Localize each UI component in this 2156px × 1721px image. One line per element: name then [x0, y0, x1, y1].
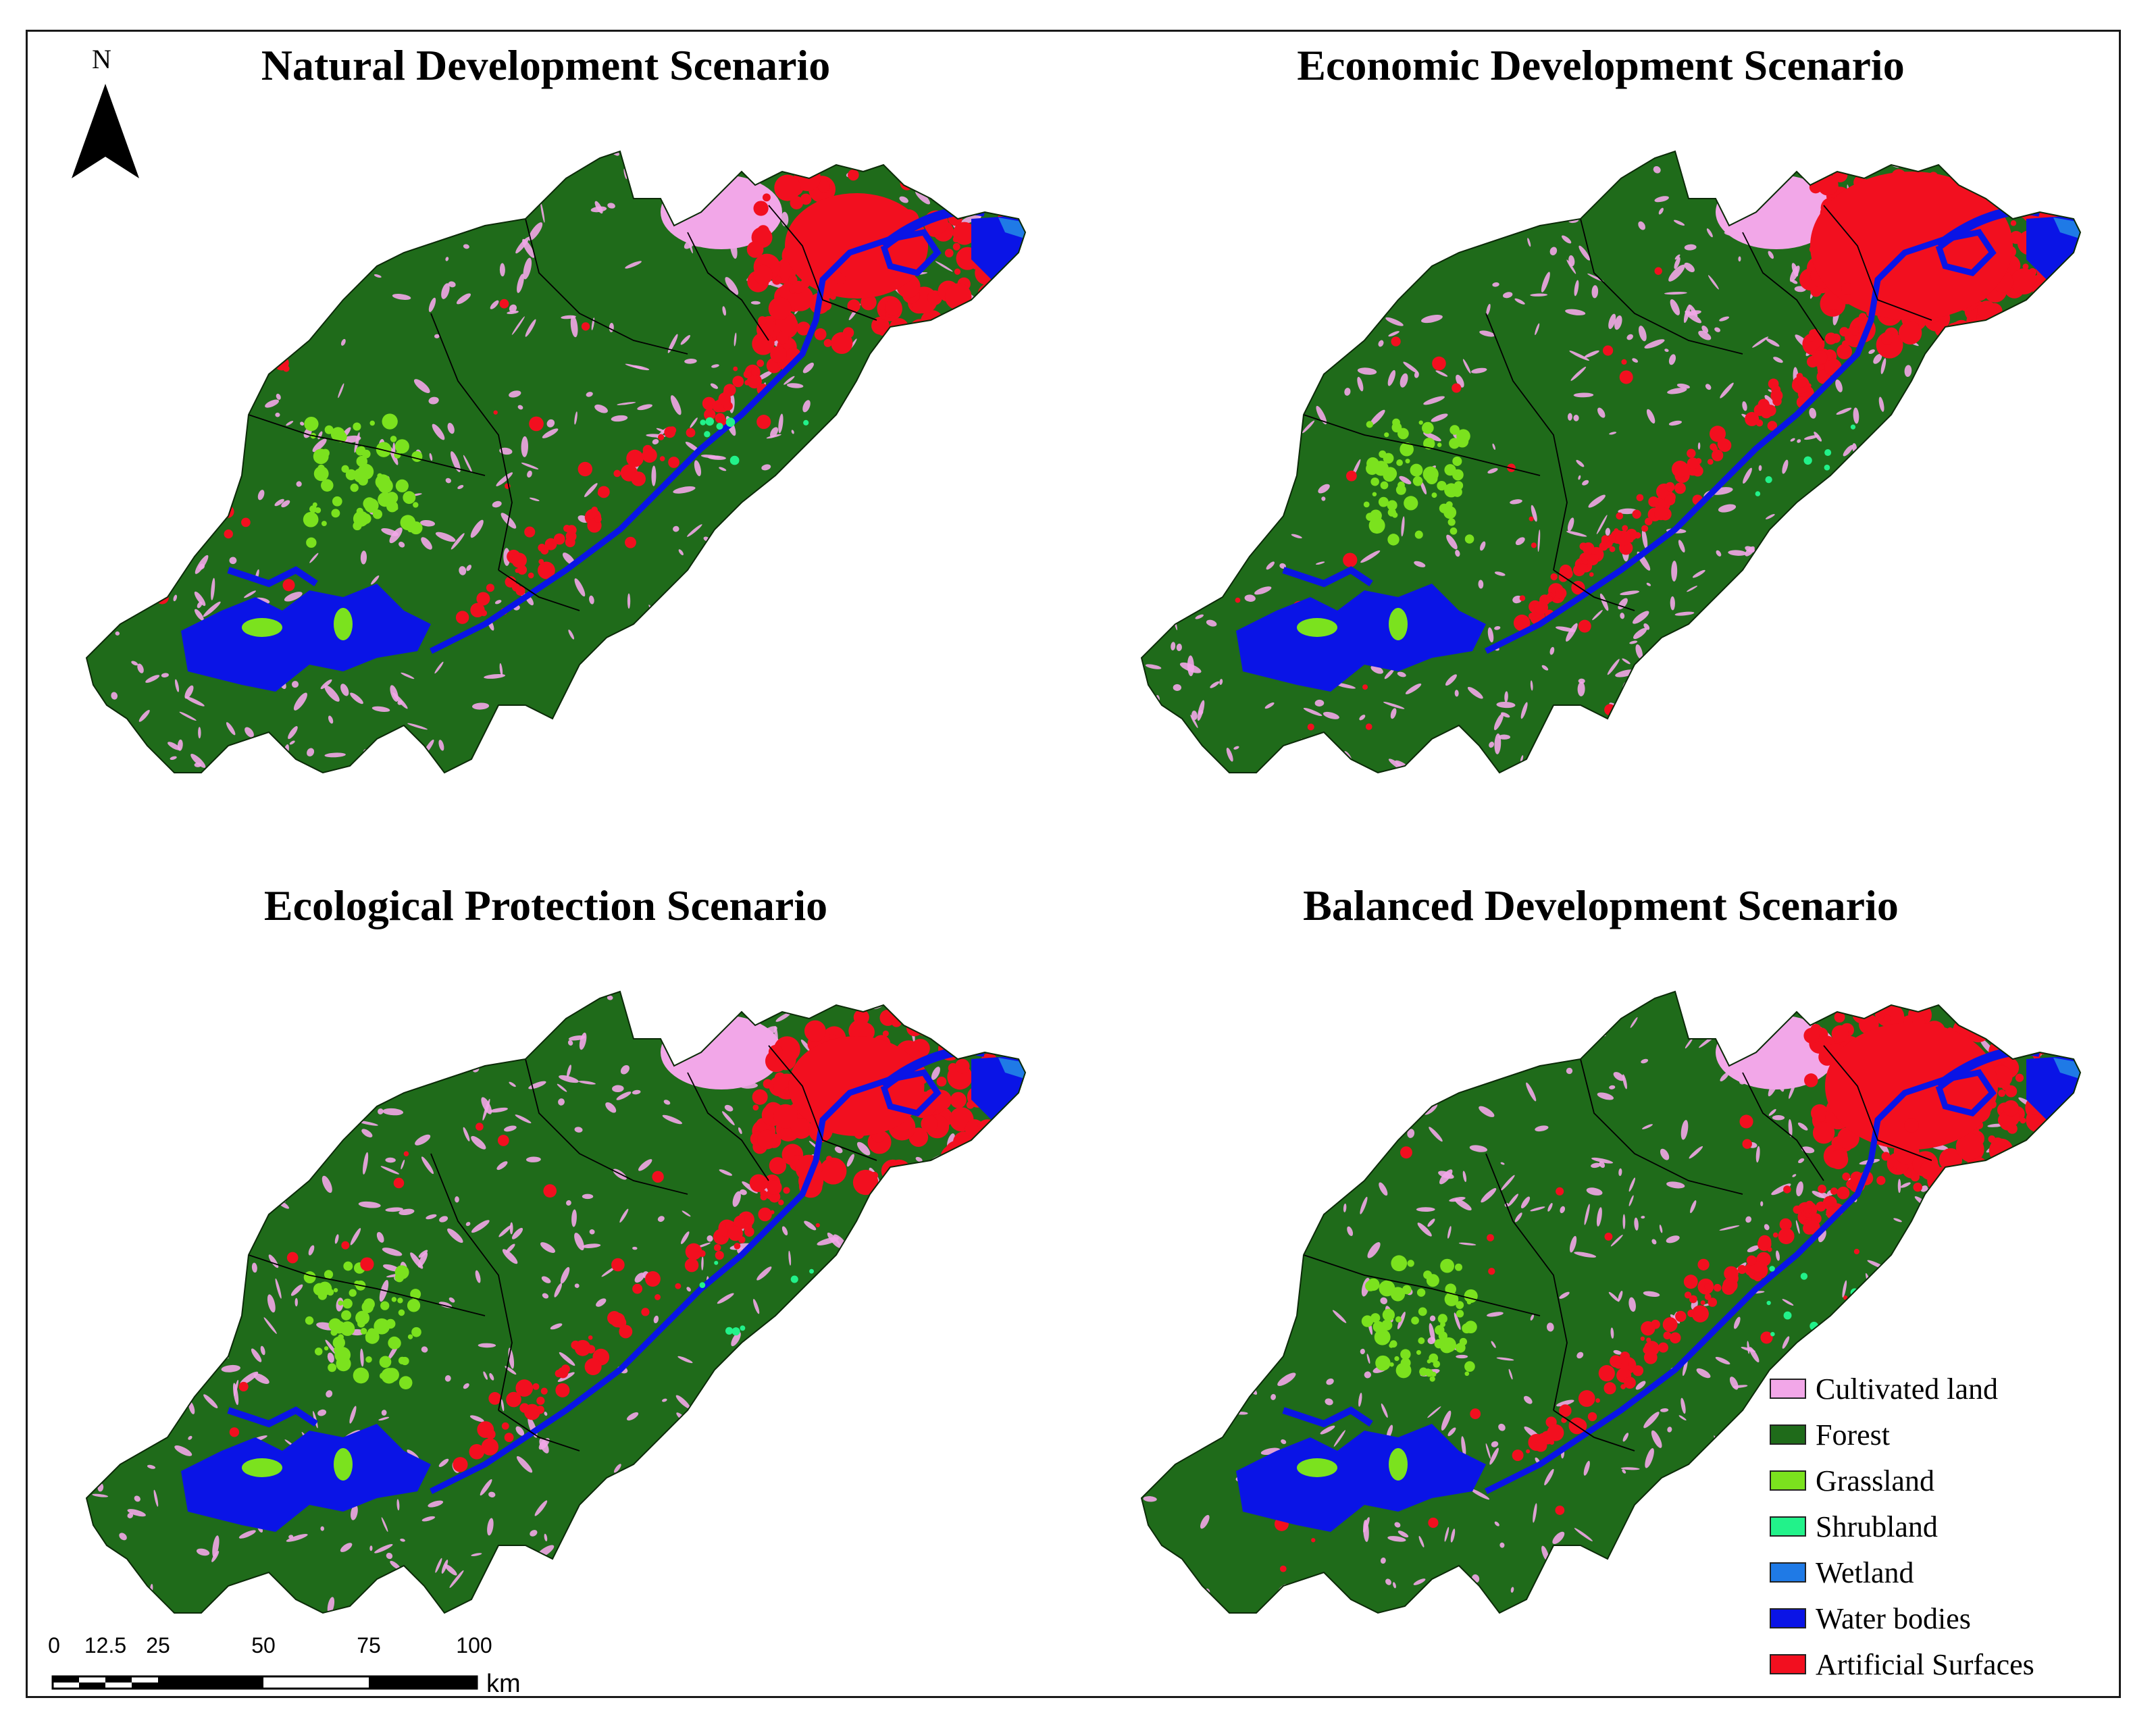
scale-bar: 0 12.5 25 50 75 100 km	[48, 1633, 562, 1707]
scale-tick: 75	[357, 1633, 381, 1658]
legend-label: Artificial Surfaces	[1816, 1647, 2034, 1681]
scale-tick: 25	[146, 1633, 170, 1658]
legend-item: Cultivated land	[1770, 1366, 2121, 1412]
legend-swatch	[1770, 1562, 1806, 1583]
scale-tick: 100	[456, 1633, 492, 1658]
legend-label: Forest	[1816, 1418, 1890, 1452]
legend-label: Cultivated land	[1816, 1372, 1999, 1406]
legend-swatch	[1770, 1608, 1806, 1628]
legend-label: Water bodies	[1816, 1601, 1971, 1635]
land-use-map	[1140, 990, 2082, 1614]
legend-swatch	[1770, 1470, 1806, 1491]
legend-label: Shrubland	[1816, 1510, 1938, 1543]
legend-item: Wetland	[1770, 1549, 2121, 1595]
land-use-map	[85, 150, 1027, 774]
legend-item: Forest	[1770, 1412, 2121, 1458]
figure-frame	[26, 30, 2121, 1698]
legend-swatch	[1770, 1516, 1806, 1537]
panel-title: Natural Development Scenario	[261, 41, 831, 89]
scale-tick: 50	[251, 1633, 276, 1658]
legend-item: Artificial Surfaces	[1770, 1641, 2121, 1687]
panel-title: Economic Development Scenario	[1297, 41, 1905, 89]
legend: Cultivated land Forest Grassland Shrubla…	[1770, 1366, 2121, 1687]
map-panel-ecological: Ecological Protection Scenario	[26, 870, 1066, 1694]
legend-swatch	[1770, 1424, 1806, 1445]
north-arrow-icon	[72, 84, 139, 178]
legend-swatch	[1770, 1654, 1806, 1674]
north-arrow: N	[65, 43, 146, 192]
scale-unit: km	[486, 1670, 521, 1698]
legend-item: Grassland	[1770, 1458, 2121, 1504]
legend-swatch	[1770, 1379, 1806, 1399]
land-use-map	[1140, 150, 2082, 774]
north-label: N	[92, 44, 111, 74]
map-panel-balanced: Balanced Development Scenario	[1081, 870, 2121, 1694]
legend-label: Grassland	[1816, 1464, 1934, 1497]
legend-item: Shrubland	[1770, 1504, 2121, 1549]
legend-item: Water bodies	[1770, 1595, 2121, 1641]
scale-tick: 0	[48, 1633, 60, 1658]
map-panel-economic: Economic Development Scenario	[1081, 30, 2121, 854]
panel-title: Ecological Protection Scenario	[263, 881, 828, 929]
legend-label: Wetland	[1816, 1556, 1914, 1589]
map-panel-natural: Natural Development Scenario	[26, 30, 1066, 854]
scale-bar-graphic	[51, 1675, 478, 1690]
panel-title: Balanced Development Scenario	[1303, 881, 1899, 929]
land-use-map	[85, 990, 1027, 1614]
scale-tick: 12.5	[84, 1633, 127, 1658]
